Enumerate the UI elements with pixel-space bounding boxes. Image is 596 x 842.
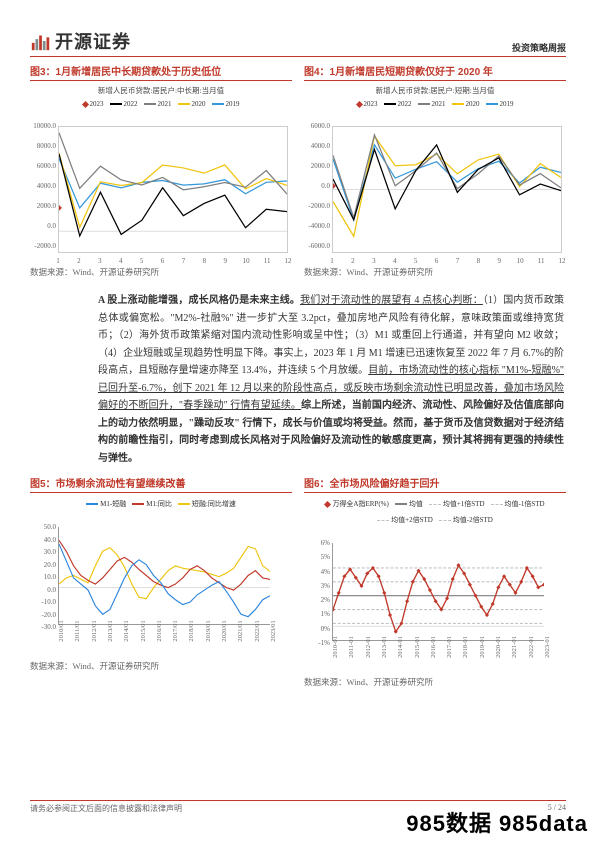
fig3-subtitle: 新增人民币贷款:居民户:中长期:当月值 bbox=[30, 83, 292, 96]
page-header: 开源证券 投资策略周报 bbox=[30, 28, 566, 57]
fig3-source: 数据来源：Wind、开源证券研究所 bbox=[30, 266, 292, 278]
fig3-title: 图3：1月新增居民中长期贷款处于历史低位 bbox=[30, 63, 292, 81]
fig4-title: 图4：1月新增居民短期贷款仅好于 2020 年 bbox=[304, 63, 566, 81]
header-right: 投资策略周报 bbox=[512, 41, 566, 54]
fig5-legend: M1-短融M1:同比短融:同比增速 bbox=[30, 495, 292, 511]
fig5: 图5：市场剩余流动性有望继续改善 M1-短融M1:同比短融:同比增速 50.04… bbox=[30, 475, 292, 688]
fig4: 图4：1月新增居民短期贷款仅好于 2020 年 新增人民币贷款:居民户:短期:当… bbox=[304, 63, 566, 278]
body-paragraph: A 股上涨动能增强，成长风格仍是未来主线。我们对于流动性的展望有 4 点核心判断… bbox=[30, 282, 566, 475]
footer-disclaimer: 请务必参阅正文后面的信息披露和法律声明 bbox=[30, 803, 182, 814]
fig4-chart: 6000.04000.02000.00.0-2000.0-4000.0-6000… bbox=[304, 110, 566, 265]
fig3-legend: 20232022202120202019 bbox=[30, 96, 292, 110]
watermark: 985数据 985data bbox=[406, 806, 588, 838]
fig6-title: 图6：全市场风险偏好趋于回升 bbox=[304, 475, 566, 493]
charts-row-2: 图5：市场剩余流动性有望继续改善 M1-短融M1:同比短融:同比增速 50.04… bbox=[30, 475, 566, 688]
fig5-chart: 50.040.030.020.010.00.0-10.0-20.0-30.020… bbox=[30, 511, 292, 659]
brand-logo: 开源证券 bbox=[30, 28, 131, 54]
fig6-legend: 万得全A指ERP(%)均值均值+1倍STD均值-1倍STD均值+2倍STD均值-… bbox=[304, 495, 566, 527]
fig5-source: 数据来源：Wind、开源证券研究所 bbox=[30, 660, 292, 672]
fig4-legend: 20232022202120202019 bbox=[304, 96, 566, 110]
fig6: 图6：全市场风险偏好趋于回升 万得全A指ERP(%)均值均值+1倍STD均值-1… bbox=[304, 475, 566, 688]
fig3-chart: 10000.08000.06000.04000.02000.00.0-2000.… bbox=[30, 110, 292, 265]
logo-icon bbox=[30, 30, 52, 52]
fig4-source: 数据来源：Wind、开源证券研究所 bbox=[304, 266, 566, 278]
fig4-subtitle: 新增人民币贷款:居民户:短期:当月值 bbox=[304, 83, 566, 96]
fig3: 图3：1月新增居民中长期贷款处于历史低位 新增人民币贷款:居民户:中长期:当月值… bbox=[30, 63, 292, 278]
charts-row-1: 图3：1月新增居民中长期贷款处于历史低位 新增人民币贷款:居民户:中长期:当月值… bbox=[30, 63, 566, 278]
brand-name: 开源证券 bbox=[55, 28, 131, 54]
fig6-source: 数据来源：Wind、开源证券研究所 bbox=[304, 676, 566, 688]
fig5-title: 图5：市场剩余流动性有望继续改善 bbox=[30, 475, 292, 493]
fig6-chart: 6%5%4%3%2%1%0%-1%2010-012011-012012-0120… bbox=[304, 527, 566, 675]
